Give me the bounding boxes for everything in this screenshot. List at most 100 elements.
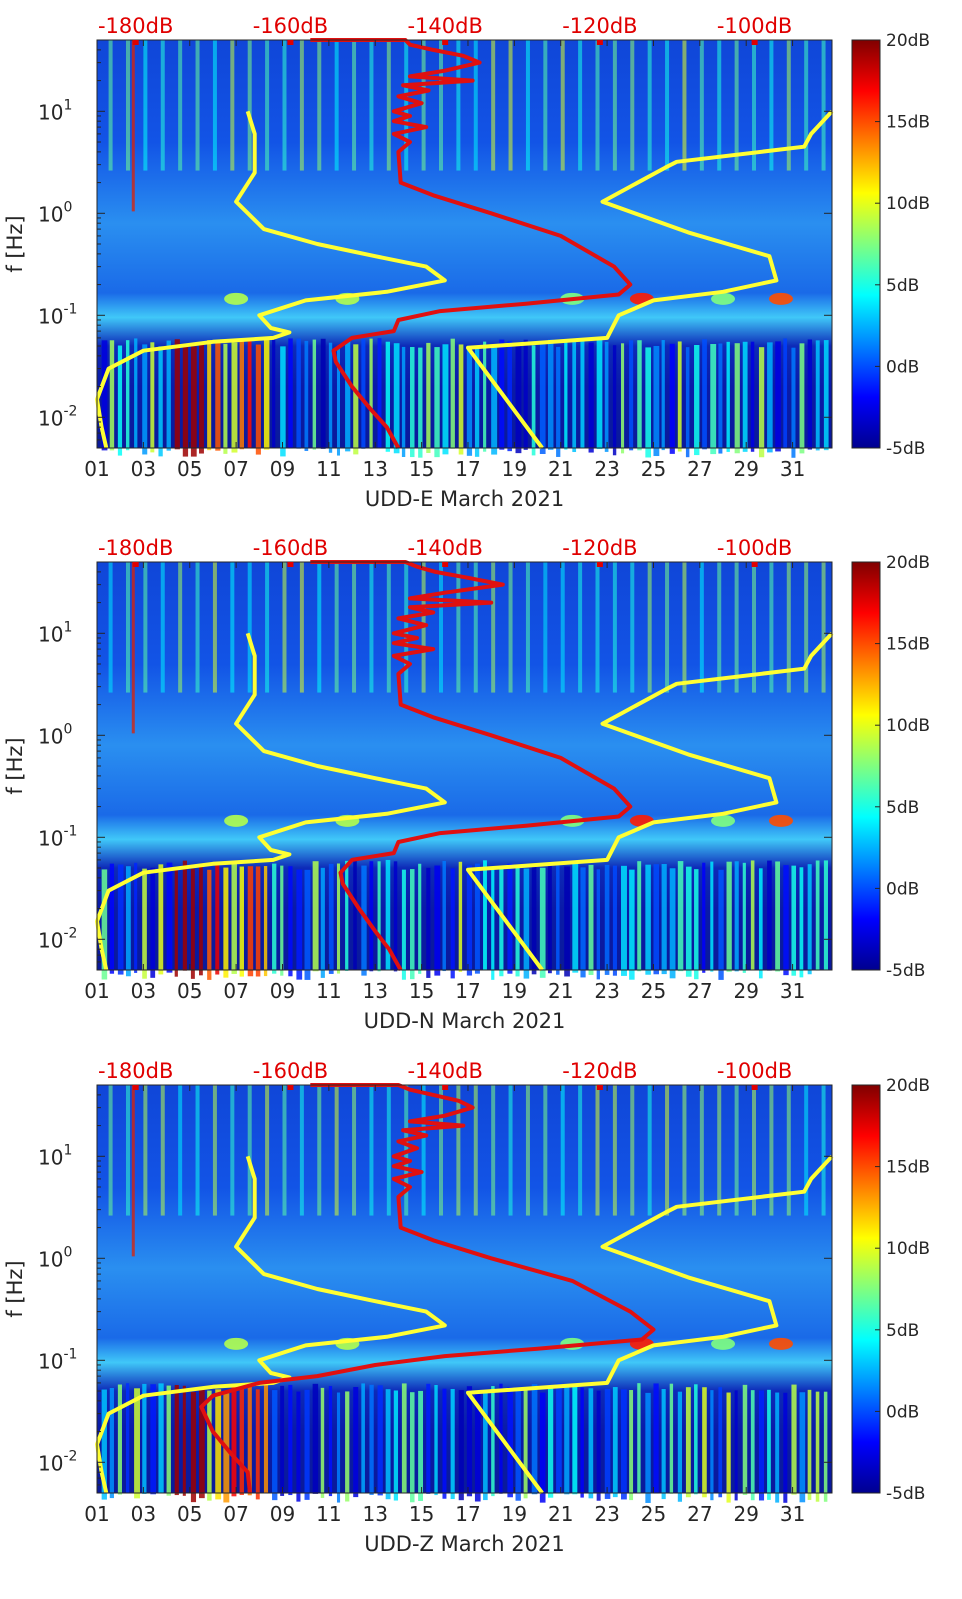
top-tick-mark: [442, 1085, 449, 1090]
y-tick-label: 101: [38, 97, 72, 124]
y-tick-label: 10-1: [38, 823, 77, 850]
x-tick-label: 23: [594, 1502, 619, 1526]
x-tick-label: 15: [409, 457, 434, 481]
top-tick-mark: [596, 40, 603, 45]
top-tick-mark: [132, 562, 139, 567]
x-tick-label: 21: [548, 979, 573, 1003]
x-tick-label: 05: [177, 457, 202, 481]
top-tick-mark: [596, 1085, 603, 1090]
colorbar-tick-label: 10dB: [886, 194, 930, 214]
x-tick-label: 01: [84, 979, 109, 1003]
top-tick-mark: [287, 1085, 294, 1090]
top-tick-mark: [287, 40, 294, 45]
colorbar-tick-label: 20dB: [886, 31, 930, 51]
series-line-red: [310, 38, 633, 449]
series-line-yellow-left: [95, 632, 447, 971]
x-tick-label: 27: [687, 979, 712, 1003]
series-line-yellow-right: [466, 109, 834, 450]
colorbar-tick-label: 5dB: [886, 1321, 919, 1341]
top-axis-label: -180dB: [98, 14, 173, 38]
x-axis-title: UDD-E March 2021: [365, 487, 564, 511]
x-tick-label: 23: [594, 979, 619, 1003]
top-axis-label: -180dB: [98, 1059, 173, 1083]
y-axis-title: f [Hz]: [3, 737, 27, 794]
y-tick-label: 10-1: [38, 1346, 77, 1373]
y-tick-label: 101: [38, 619, 72, 646]
x-tick-label: 17: [455, 457, 480, 481]
top-tick-mark: [132, 1085, 139, 1090]
x-tick-label: 03: [131, 1502, 156, 1526]
colorbar-tick-label: 20dB: [886, 553, 930, 573]
top-axis-label: -160dB: [253, 1059, 328, 1083]
top-axis-label: -100dB: [717, 536, 792, 560]
top-axis-label: -120dB: [562, 536, 637, 560]
x-tick-label: 21: [548, 457, 573, 481]
x-tick-label: 11: [316, 979, 341, 1003]
top-tick-mark: [287, 562, 294, 567]
top-tick-mark: [751, 1085, 758, 1090]
series-line-yellow-right: [466, 631, 834, 972]
colorbar-tick-label: 15dB: [886, 635, 930, 655]
spectrogram-texture: [101, 40, 829, 458]
y-tick-label: 100: [38, 1244, 72, 1271]
x-tick-label: 19: [502, 457, 527, 481]
colorbar-tick-label: 0dB: [886, 1402, 919, 1422]
x-tick-label: 23: [594, 457, 619, 481]
colorbar-tick-label: 0dB: [886, 879, 919, 899]
spectrogram-background: [97, 562, 832, 970]
x-tick-label: 19: [502, 1502, 527, 1526]
series-line-yellow-left: [95, 110, 447, 449]
x-tick-label: 21: [548, 1502, 573, 1526]
colorbar: [851, 39, 881, 449]
x-tick-label: 31: [780, 979, 805, 1003]
series-line-red: [199, 1083, 656, 1494]
colorbar-tick-label: 5dB: [886, 798, 919, 818]
colorbar-tick-label: 10dB: [886, 716, 930, 736]
x-axis-title: UDD-N March 2021: [364, 1009, 566, 1033]
colorbar-tick-label: 0dB: [886, 357, 919, 377]
panel-1: 01 03 05 07 09 11 13 15 17 19 21 23 25 27 29 31 10-2 10-1…: [3, 536, 930, 1033]
y-tick-label: 10-1: [38, 301, 77, 328]
x-tick-label: 11: [316, 457, 341, 481]
y-tick-label: 100: [38, 199, 72, 226]
x-tick-label: 07: [223, 457, 248, 481]
x-tick-label: 03: [131, 457, 156, 481]
top-tick-mark: [596, 562, 603, 567]
x-tick-label: 17: [455, 979, 480, 1003]
colorbar-tick-label: 5dB: [886, 276, 919, 296]
x-tick-label: 29: [733, 979, 758, 1003]
panel-0: 01 03 05 07 09 11 13 15 17 19 21 23 25 27 29 31 10-2 10-1…: [3, 14, 930, 511]
x-tick-label: 05: [177, 979, 202, 1003]
y-tick-label: 10-2: [38, 403, 77, 430]
y-tick-label: 101: [38, 1142, 72, 1169]
x-tick-label: 29: [733, 1502, 758, 1526]
y-tick-label: 10-2: [38, 1448, 77, 1475]
panel-2: 01 03 05 07 09 11 13 15 17 19 21 23 25 27 29 31 10-2 10-1…: [3, 1059, 930, 1556]
x-axis-title: UDD-Z March 2021: [364, 1532, 564, 1556]
spectrogram-texture: [101, 562, 828, 980]
x-tick-label: 15: [409, 1502, 434, 1526]
x-tick-label: 13: [363, 979, 388, 1003]
top-axis-label: -140dB: [407, 536, 482, 560]
colorbar-tick-label: -5dB: [886, 1484, 925, 1504]
series-line-red: [310, 560, 633, 971]
x-tick-label: 27: [687, 457, 712, 481]
colorbar-tick-label: 20dB: [886, 1076, 930, 1096]
top-axis-label: -180dB: [98, 536, 173, 560]
x-tick-label: 19: [502, 979, 527, 1003]
x-tick-label: 31: [780, 457, 805, 481]
x-tick-label: 31: [780, 1502, 805, 1526]
top-tick-mark: [132, 40, 139, 45]
x-tick-label: 25: [641, 457, 666, 481]
colorbar-tick-label: -5dB: [886, 439, 925, 459]
top-axis-label: -100dB: [717, 1059, 792, 1083]
colorbar-tick-label: 15dB: [886, 1158, 930, 1178]
x-tick-label: 17: [455, 1502, 480, 1526]
y-axis-title: f [Hz]: [3, 215, 27, 272]
y-tick-label: 100: [38, 721, 72, 748]
top-axis-label: -100dB: [717, 14, 792, 38]
top-tick-mark: [442, 40, 449, 45]
x-tick-label: 13: [363, 457, 388, 481]
top-axis-label: -160dB: [253, 536, 328, 560]
series-line-yellow-left: [95, 1155, 447, 1494]
